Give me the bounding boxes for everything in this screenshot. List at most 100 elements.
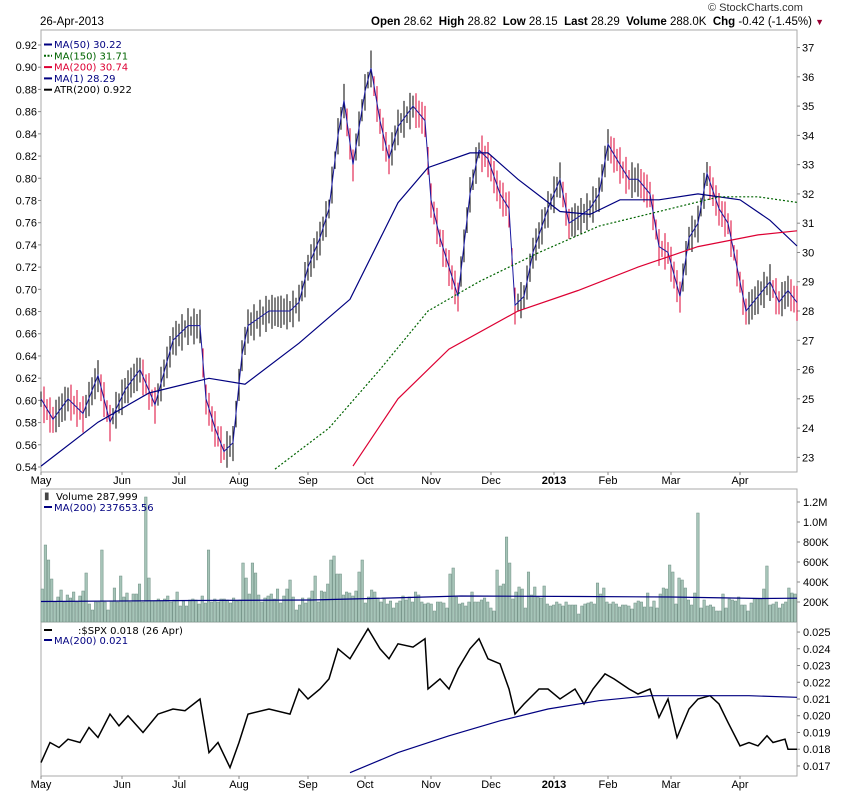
volume-bar bbox=[232, 597, 236, 623]
volume-bar bbox=[561, 605, 565, 623]
volume-bar bbox=[567, 604, 571, 623]
volume-bar bbox=[668, 564, 672, 623]
volume-bar bbox=[592, 603, 596, 623]
volume-bar bbox=[379, 601, 383, 623]
x-tick-label: Sep bbox=[298, 779, 318, 791]
volume-bar bbox=[489, 607, 493, 623]
volume-bar bbox=[363, 602, 367, 623]
ma1-line bbox=[40, 67, 798, 453]
volume-bar bbox=[175, 591, 179, 623]
volume-bar bbox=[219, 598, 223, 623]
ratio-ma-legend: MA(200) 0.021 bbox=[54, 636, 128, 647]
volume-bar bbox=[392, 607, 396, 623]
right-tick-label: 28 bbox=[802, 306, 814, 318]
volume-bar bbox=[526, 571, 531, 623]
ma150-line bbox=[274, 196, 798, 470]
x-tick-label: Jul bbox=[172, 779, 186, 791]
right-tick-label: 34 bbox=[802, 130, 814, 142]
volume-bar bbox=[222, 598, 226, 623]
volume-bar bbox=[690, 604, 694, 623]
last-label: Last bbox=[564, 16, 588, 28]
volume-bar bbox=[297, 604, 302, 623]
volume-bar bbox=[109, 600, 113, 623]
volume-bar bbox=[153, 600, 157, 623]
volume-bar bbox=[291, 596, 295, 623]
volume-bar bbox=[473, 601, 477, 623]
volume-bar bbox=[570, 604, 574, 623]
legend-item: MA(200) 30.74 bbox=[54, 63, 128, 74]
volume-bar bbox=[765, 565, 769, 623]
volume-bar bbox=[62, 601, 66, 623]
volume-bar bbox=[326, 583, 330, 623]
volume-bar bbox=[552, 604, 556, 623]
ratio-tick-label: 0.020 bbox=[803, 711, 831, 723]
volume-bar bbox=[50, 578, 54, 623]
left-tick-label: 0.56 bbox=[16, 440, 37, 452]
left-tick-label: 0.78 bbox=[16, 195, 37, 207]
ratio-legend: :$SPX 0.018 (26 Apr) bbox=[78, 626, 183, 637]
volume-bar bbox=[464, 605, 468, 623]
volume-bar bbox=[53, 601, 57, 623]
x-tick-label: Aug bbox=[229, 475, 249, 487]
volume-bar bbox=[712, 606, 716, 623]
volume-bar bbox=[47, 559, 51, 623]
x-tick-label: Mar bbox=[662, 475, 681, 487]
volume-bar bbox=[451, 567, 455, 623]
chg-value: -0.42 (-1.45%) bbox=[738, 16, 812, 28]
volume-bar bbox=[94, 601, 98, 623]
volume-bar bbox=[743, 604, 747, 623]
x-tick-label: Nov bbox=[421, 779, 441, 791]
volume-bar bbox=[483, 597, 487, 623]
left-tick-label: 0.92 bbox=[16, 40, 37, 52]
chg-label: Chg bbox=[712, 16, 736, 28]
volume-bar bbox=[163, 598, 167, 623]
panel-frame-2 bbox=[40, 621, 798, 777]
volume-bar bbox=[417, 594, 421, 623]
volume-bar bbox=[708, 604, 712, 623]
volume-bar bbox=[583, 603, 587, 623]
volume-bar bbox=[260, 601, 264, 623]
volume-bar bbox=[404, 599, 408, 623]
volume-bar bbox=[122, 596, 126, 623]
volume-bar bbox=[276, 588, 280, 623]
volume-bar bbox=[633, 602, 637, 623]
volume-bar bbox=[188, 599, 192, 623]
volume-bar bbox=[454, 596, 458, 623]
volume-bar bbox=[141, 601, 145, 623]
volume-bar bbox=[288, 579, 292, 623]
volume-bar bbox=[664, 588, 669, 623]
left-tick-label: 0.80 bbox=[16, 173, 37, 185]
volume-bar bbox=[439, 601, 443, 623]
volume-bar bbox=[505, 536, 509, 623]
volume-bar bbox=[313, 575, 317, 623]
volume-bar bbox=[784, 601, 788, 623]
x-tick-label: Jun bbox=[113, 475, 131, 487]
volume-bar bbox=[511, 598, 515, 623]
volume-bar bbox=[266, 595, 270, 623]
volume-bar bbox=[595, 582, 600, 623]
left-tick-label: 0.88 bbox=[16, 84, 37, 96]
volume-bar bbox=[119, 575, 123, 623]
volume-bar bbox=[100, 549, 104, 623]
volume-bar bbox=[724, 607, 728, 623]
volume-bar bbox=[200, 595, 204, 623]
volume-bar bbox=[718, 610, 722, 623]
volume-bar bbox=[442, 602, 446, 623]
volume-bar bbox=[301, 597, 305, 623]
volume-bar bbox=[699, 607, 703, 623]
volume-bar bbox=[492, 610, 496, 623]
volume-bar bbox=[254, 572, 258, 623]
ratio-tick-label: 0.022 bbox=[803, 677, 831, 689]
left-tick-label: 0.82 bbox=[16, 151, 37, 163]
volume-bar bbox=[589, 601, 593, 623]
volume-bar bbox=[106, 609, 110, 623]
spx-ratio-line bbox=[40, 627, 797, 770]
ratio-tick-label: 0.018 bbox=[803, 744, 831, 756]
volume-bar bbox=[787, 587, 791, 623]
x-tick-label: Dec bbox=[481, 779, 501, 791]
volume-bar bbox=[169, 601, 173, 623]
volume-bar bbox=[643, 606, 647, 623]
volume-bar bbox=[774, 601, 778, 623]
volume-bar bbox=[257, 594, 261, 623]
